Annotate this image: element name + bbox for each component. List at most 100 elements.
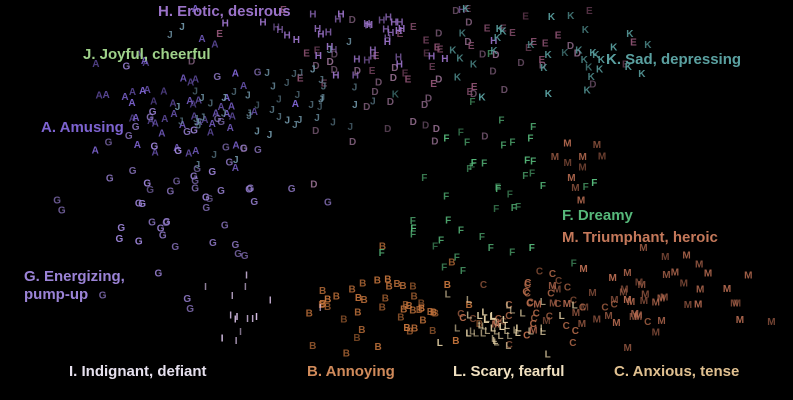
point-b: B: [432, 309, 439, 320]
point-m: M: [619, 288, 627, 299]
point-d: D: [312, 61, 319, 72]
point-l: L: [506, 331, 512, 342]
point-f: F: [379, 248, 385, 259]
point-b: B: [349, 285, 356, 296]
point-h: H: [325, 28, 332, 39]
point-h: H: [366, 20, 373, 31]
point-j: J: [276, 112, 282, 123]
point-m: M: [529, 325, 537, 336]
point-b: B: [411, 292, 418, 303]
point-j: J: [269, 105, 275, 116]
point-l: L: [445, 290, 451, 301]
point-h: H: [390, 18, 397, 29]
point-g: G: [162, 218, 170, 229]
point-a: A: [147, 116, 154, 127]
point-b: B: [406, 301, 413, 312]
point-h: H: [378, 15, 385, 26]
point-e: E: [465, 4, 472, 15]
point-j: J: [352, 100, 358, 111]
point-k: K: [470, 60, 478, 71]
point-f: F: [432, 242, 438, 253]
point-l: L: [454, 323, 460, 334]
point-g: G: [247, 183, 255, 194]
point-a: A: [232, 163, 239, 174]
point-m: M: [662, 270, 670, 281]
label-anxious-tense: C. Anxious, tense: [614, 363, 740, 380]
point-f: F: [469, 162, 475, 173]
point-c: C: [523, 331, 530, 342]
point-m: M: [696, 285, 704, 296]
point-l: L: [559, 311, 565, 322]
point-h: H: [369, 52, 376, 63]
point-c: C: [526, 299, 533, 310]
point-m: M: [579, 264, 587, 275]
point-m: M: [549, 298, 557, 309]
point-a: A: [207, 127, 214, 138]
point-b: B: [359, 279, 366, 290]
point-j: J: [208, 99, 214, 110]
point-a: A: [232, 68, 239, 79]
point-k: K: [499, 27, 507, 38]
point-g: G: [157, 224, 165, 235]
point-l: L: [478, 320, 484, 331]
point-l: L: [482, 307, 488, 318]
point-g: G: [105, 137, 113, 148]
point-b: B: [402, 300, 409, 311]
point-b: B: [411, 324, 418, 335]
point-j: J: [221, 93, 227, 104]
point-d: D: [354, 66, 361, 77]
point-h: H: [384, 37, 391, 48]
point-d: D: [331, 50, 338, 61]
point-j: J: [233, 155, 239, 166]
point-m: M: [730, 299, 738, 310]
point-l: L: [492, 336, 498, 347]
point-g: G: [171, 242, 179, 253]
point-c: C: [457, 309, 464, 320]
point-l: L: [484, 314, 490, 325]
point-j: J: [192, 87, 198, 98]
point-e: E: [303, 49, 310, 60]
point-m: M: [604, 311, 612, 322]
point-a: A: [251, 107, 258, 118]
point-i: I: [246, 314, 249, 325]
point-d: D: [188, 56, 195, 67]
point-m: M: [593, 140, 601, 151]
point-l: L: [490, 311, 496, 322]
point-c: C: [506, 340, 513, 351]
point-l: L: [493, 338, 499, 349]
point-g: G: [163, 217, 171, 228]
point-a: A: [186, 96, 193, 107]
point-c: C: [530, 319, 537, 330]
point-l: L: [509, 306, 515, 317]
point-d: D: [422, 121, 429, 132]
point-h: H: [332, 71, 339, 82]
point-m: M: [652, 327, 660, 338]
point-l: L: [540, 327, 546, 338]
point-l: L: [481, 322, 487, 333]
point-g: G: [222, 142, 230, 153]
point-h: H: [428, 52, 435, 63]
point-k: K: [462, 4, 470, 15]
point-e: E: [630, 38, 637, 49]
label-erotic-desirous: H. Erotic, desirous: [158, 3, 291, 20]
point-k: K: [575, 46, 583, 57]
point-g: G: [254, 67, 262, 78]
point-l: L: [477, 311, 483, 322]
point-c: C: [601, 303, 608, 314]
point-j: J: [211, 150, 217, 161]
point-f: F: [454, 253, 460, 264]
point-l: L: [504, 321, 510, 332]
point-c: C: [564, 282, 571, 293]
point-c: C: [549, 269, 556, 280]
point-f: F: [495, 184, 501, 195]
point-c: C: [536, 267, 543, 278]
point-d: D: [464, 37, 471, 48]
point-j: J: [297, 115, 303, 126]
point-i: I: [269, 296, 272, 307]
point-b: B: [379, 242, 386, 253]
point-e: E: [542, 39, 549, 50]
point-g: G: [99, 290, 107, 301]
point-j: J: [352, 83, 358, 94]
point-c: C: [469, 314, 476, 325]
